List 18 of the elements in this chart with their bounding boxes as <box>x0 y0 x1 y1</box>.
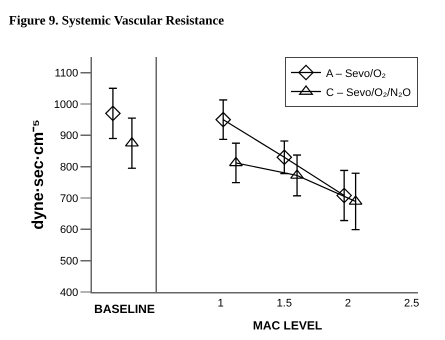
x-axis-title: MAC LEVEL <box>252 318 322 332</box>
x-axis-title: BASELINE <box>94 302 155 316</box>
y-tick-label: 800 <box>60 162 78 174</box>
legend-label: C – Sevo/O₂/N₂O <box>326 86 412 99</box>
y-tick-label: 600 <box>60 224 78 236</box>
x-tick-label: 2.5 <box>404 298 420 310</box>
legend-label: A – Sevo/O₂ <box>326 68 386 80</box>
y-tick-label: 1100 <box>54 68 78 80</box>
chart-title: Figure 9. Systemic Vascular Resistance <box>8 12 224 28</box>
x-tick-label: 2 <box>344 298 352 310</box>
y-tick-label: 1000 <box>54 98 78 111</box>
y-tick-label: 700 <box>60 192 78 205</box>
y-tick-label: 500 <box>60 256 78 268</box>
x-tick-label: 1 <box>218 298 224 310</box>
y-tick-label: 400 <box>60 286 78 299</box>
y-axis-title: dyne·sec·cm⁻⁵ <box>30 119 47 230</box>
y-tick-label: 900 <box>60 130 78 142</box>
x-tick-label: 1.5 <box>276 298 292 310</box>
